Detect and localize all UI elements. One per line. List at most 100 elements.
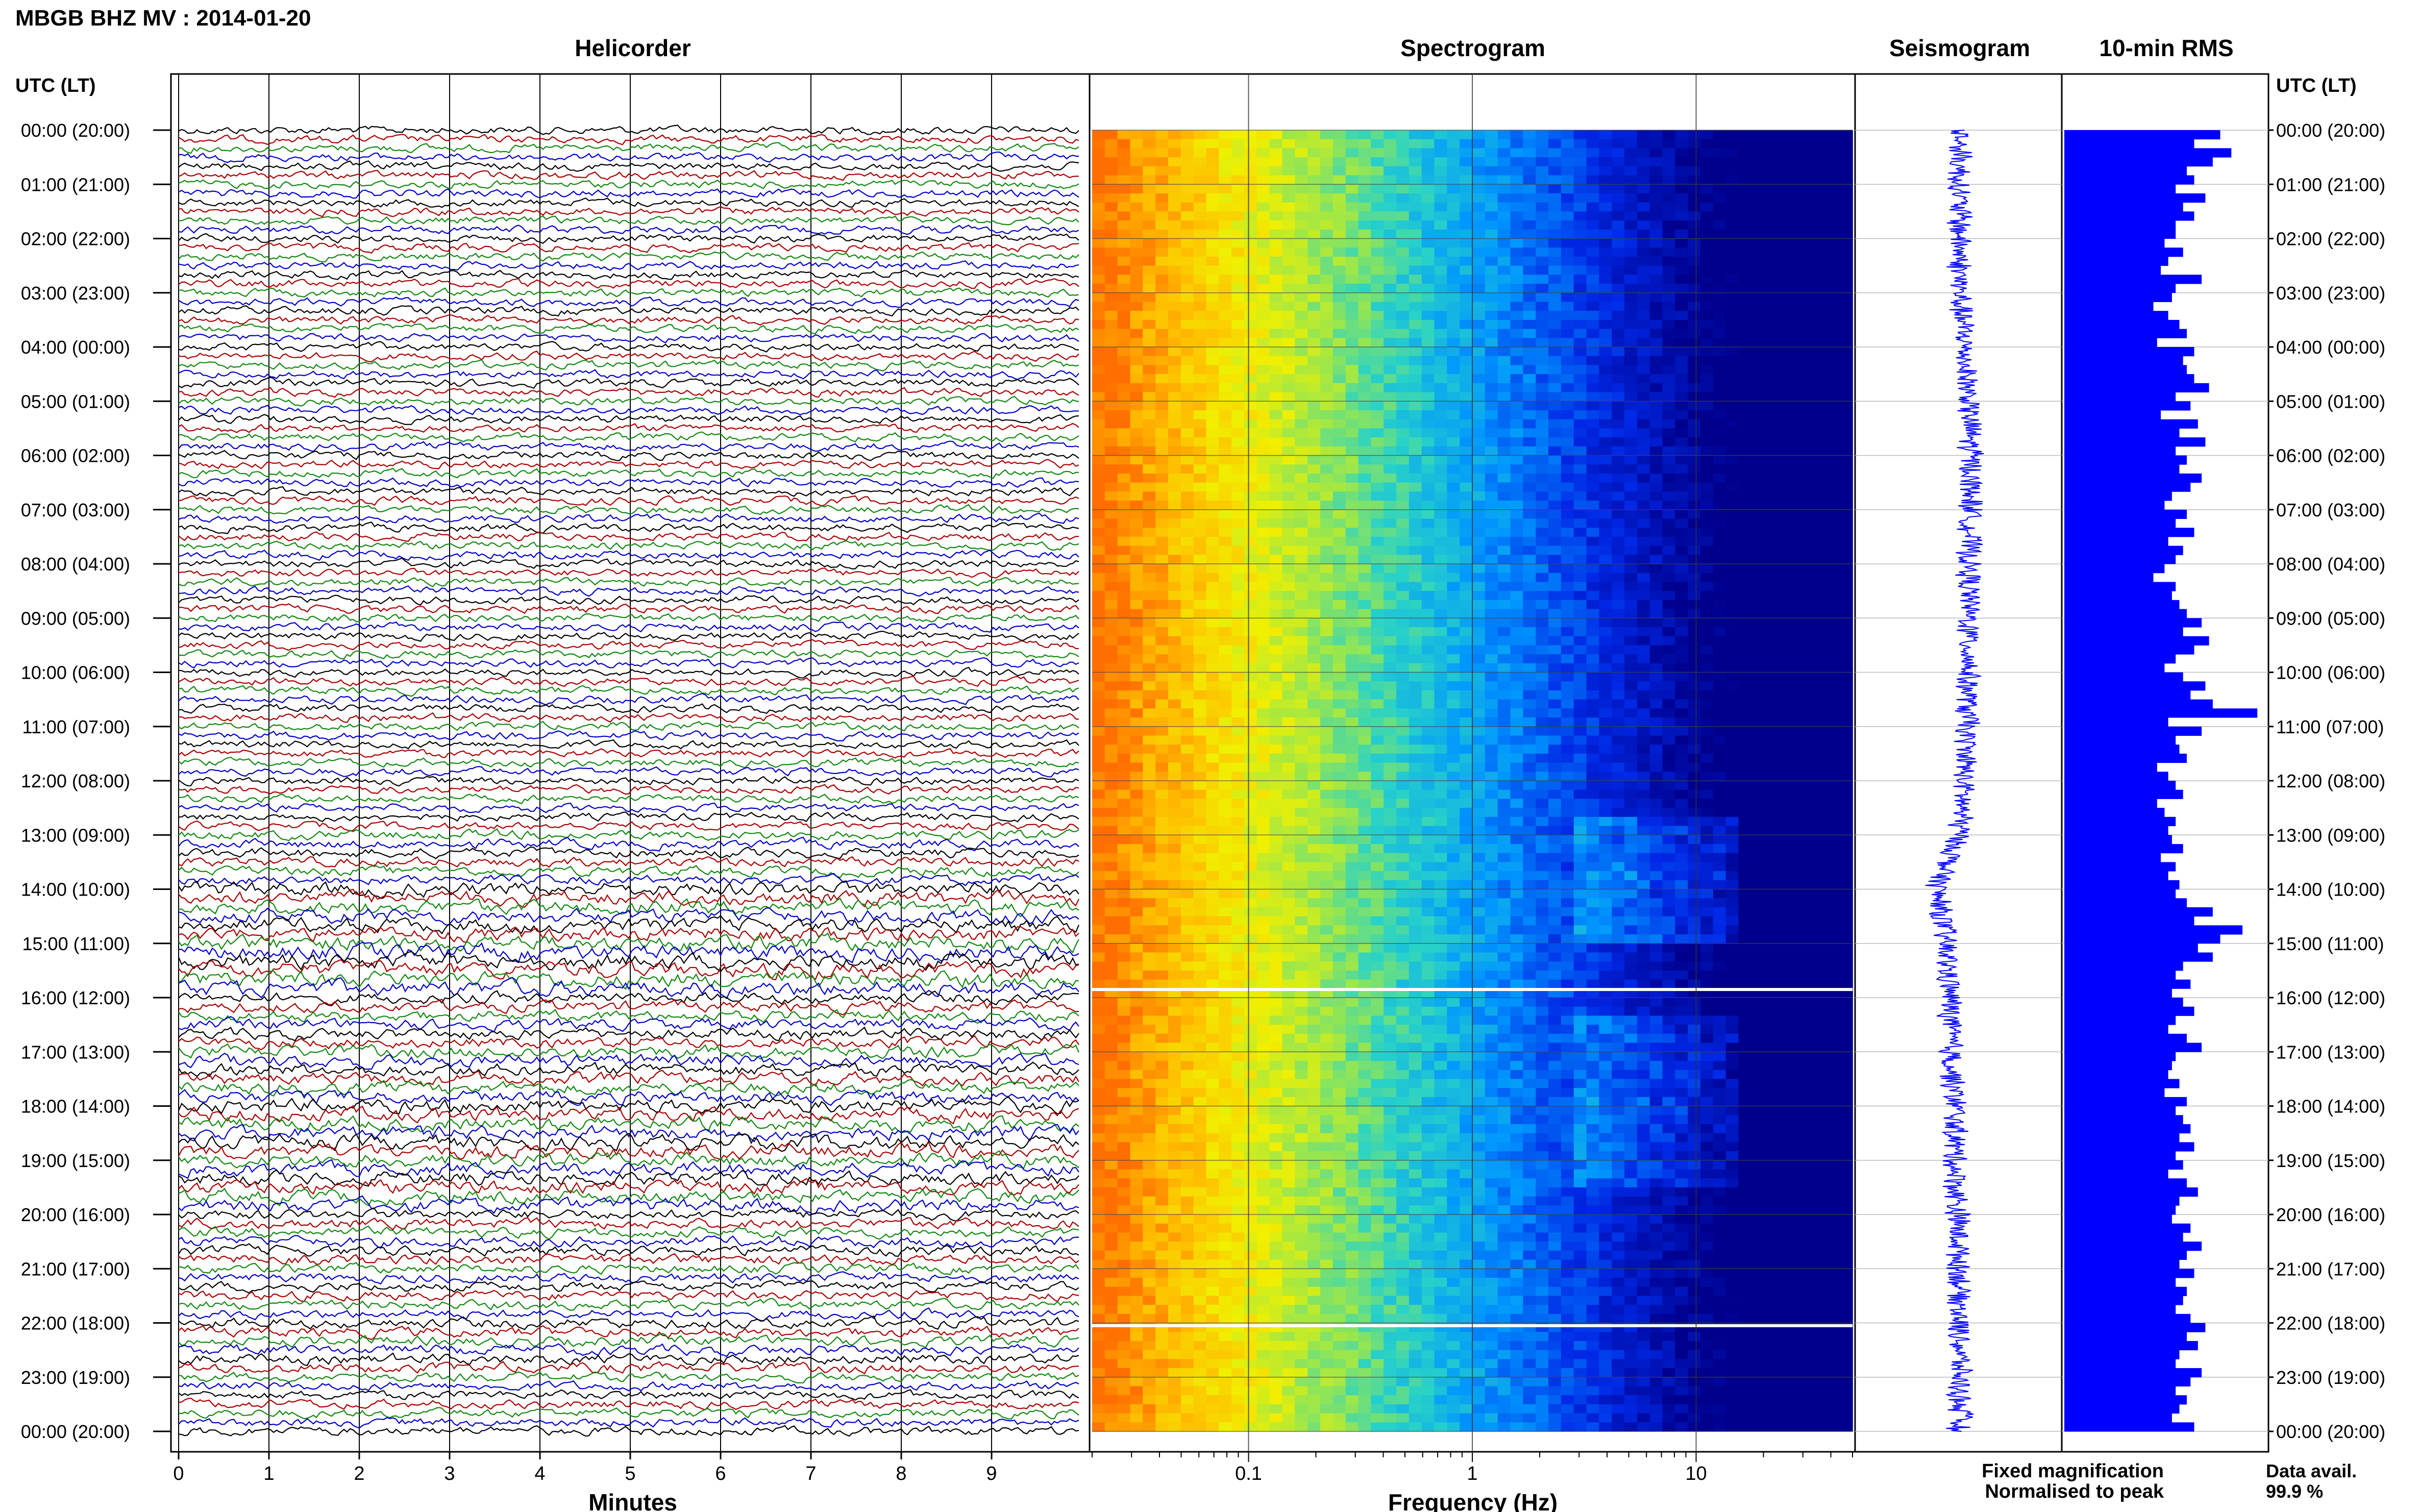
spectrogram-cell xyxy=(1193,455,1207,465)
spectrogram-cell xyxy=(1814,808,1828,817)
spectrogram-cell xyxy=(1536,835,1549,845)
spectrogram-cell xyxy=(1332,528,1346,537)
spectrogram-cell xyxy=(1244,202,1257,212)
spectrogram-cell xyxy=(1573,347,1587,357)
spectrogram-cell xyxy=(1814,256,1828,266)
spectrogram-cell xyxy=(1472,555,1486,564)
spectrogram-cell xyxy=(1168,726,1181,736)
spectrogram-cell xyxy=(1092,708,1105,718)
spectrogram-cell xyxy=(1320,139,1334,148)
spectrogram-cell xyxy=(1371,329,1384,338)
spectrogram-cell xyxy=(1180,455,1194,465)
spectrogram-cell xyxy=(1447,256,1460,266)
spectrogram-cell xyxy=(1384,618,1397,628)
spectrogram-cell xyxy=(1573,555,1587,564)
spectrogram-cell xyxy=(1320,808,1334,817)
spectrogram-cell xyxy=(1662,772,1676,781)
spectrogram-cell xyxy=(1548,573,1562,582)
spectrogram-cell xyxy=(1256,256,1270,266)
spectrogram-cell xyxy=(1840,256,1853,266)
spectrogram-cell xyxy=(1295,365,1308,375)
spectrogram-cell xyxy=(1269,518,1283,528)
spectrogram-cell xyxy=(1371,762,1384,772)
spectrogram-cell xyxy=(1447,175,1460,185)
spectrogram-cell xyxy=(1649,446,1663,456)
spectrogram-cell xyxy=(1637,175,1650,185)
spectrogram-cell xyxy=(1206,473,1220,483)
spectrogram-cell xyxy=(1548,789,1562,799)
spectrogram-cell xyxy=(1358,256,1372,266)
spectrogram-cell xyxy=(1510,699,1524,709)
spectrogram-cell xyxy=(1548,762,1562,772)
spectrogram-cell xyxy=(1776,762,1790,772)
spectrogram-cell xyxy=(1168,672,1181,682)
spectrogram-cell xyxy=(1536,166,1549,176)
spectrogram-cell xyxy=(1104,745,1118,754)
spectrogram-cell xyxy=(1789,356,1803,365)
spectrogram-cell xyxy=(1231,663,1245,673)
spectrogram-cell xyxy=(1256,789,1270,799)
spectrogram-cell xyxy=(1675,745,1688,754)
spectrogram-cell xyxy=(1092,383,1105,393)
spectrogram-cell xyxy=(1384,473,1397,483)
spectrogram-cell xyxy=(1117,789,1131,799)
spectrogram-cell xyxy=(1713,292,1726,303)
spectrogram-cell xyxy=(1434,410,1448,420)
spectrogram-cell xyxy=(1130,699,1144,709)
spectrogram-cell xyxy=(1434,401,1448,411)
spectrogram-cell xyxy=(1320,256,1334,266)
spectrogram-cell xyxy=(1814,292,1828,303)
spectrogram-cell xyxy=(1396,302,1410,311)
spectrogram-cell xyxy=(1675,383,1688,393)
spectrogram-cell xyxy=(1510,437,1524,447)
spectrogram-cell xyxy=(1320,437,1334,447)
spectrogram-cell xyxy=(1320,618,1334,628)
spectrogram-cell xyxy=(1814,265,1828,275)
spectrogram-cell xyxy=(1548,555,1562,564)
spectrogram-cell xyxy=(1092,148,1105,158)
spectrogram-cell xyxy=(1168,184,1181,194)
spectrogram-cell xyxy=(1814,319,1828,330)
spectrogram-cell xyxy=(1827,392,1840,402)
spectrogram-cell xyxy=(1219,762,1232,772)
spectrogram-cell xyxy=(1662,627,1676,637)
spectrogram-cell xyxy=(1675,636,1688,646)
spectrogram-cell xyxy=(1700,319,1714,330)
spectrogram-cell xyxy=(1345,501,1359,510)
spectrogram-cell xyxy=(1295,627,1308,637)
spectrogram-cell xyxy=(1637,166,1650,176)
spectrogram-cell xyxy=(1764,148,1777,158)
spectrogram-cell xyxy=(1384,762,1397,772)
spectrogram-cell xyxy=(1269,681,1283,691)
spectrogram-cell xyxy=(1548,229,1562,239)
spectrogram-cell xyxy=(1497,193,1511,203)
spectrogram-cell xyxy=(1295,609,1308,618)
spectrogram-cell xyxy=(1497,546,1511,555)
spectrogram-cell xyxy=(1180,284,1194,293)
spectrogram-cell xyxy=(1688,699,1701,709)
spectrogram-cell xyxy=(1713,753,1726,763)
spectrogram-cell xyxy=(1789,383,1803,393)
spectrogram-cell xyxy=(1295,528,1308,537)
spectrogram-cell xyxy=(1497,139,1511,148)
spectrogram-cell xyxy=(1485,762,1498,772)
spectrogram-cell xyxy=(1193,220,1207,230)
spectrogram-cell xyxy=(1320,392,1334,402)
helicorder-trace xyxy=(178,151,1079,163)
spectrogram-cell xyxy=(1840,220,1853,230)
spectrogram-cell xyxy=(1751,582,1764,591)
spectrogram-cell xyxy=(1510,618,1524,628)
spectrogram-cell xyxy=(1143,745,1156,754)
spectrogram-cell xyxy=(1649,166,1663,176)
spectrogram-cell xyxy=(1295,491,1308,501)
spectrogram-cell xyxy=(1523,799,1536,808)
spectrogram-cell xyxy=(1231,446,1245,456)
spectrogram-cell xyxy=(1244,482,1257,492)
spectrogram-cell xyxy=(1649,473,1663,483)
spectrogram-cell xyxy=(1269,753,1283,763)
spectrogram-cell xyxy=(1332,627,1346,637)
spectrogram-cell xyxy=(1561,428,1574,438)
spectrogram-cell xyxy=(1345,229,1359,239)
spectrogram-cell xyxy=(1256,302,1270,311)
spectrogram-cell xyxy=(1827,265,1840,275)
